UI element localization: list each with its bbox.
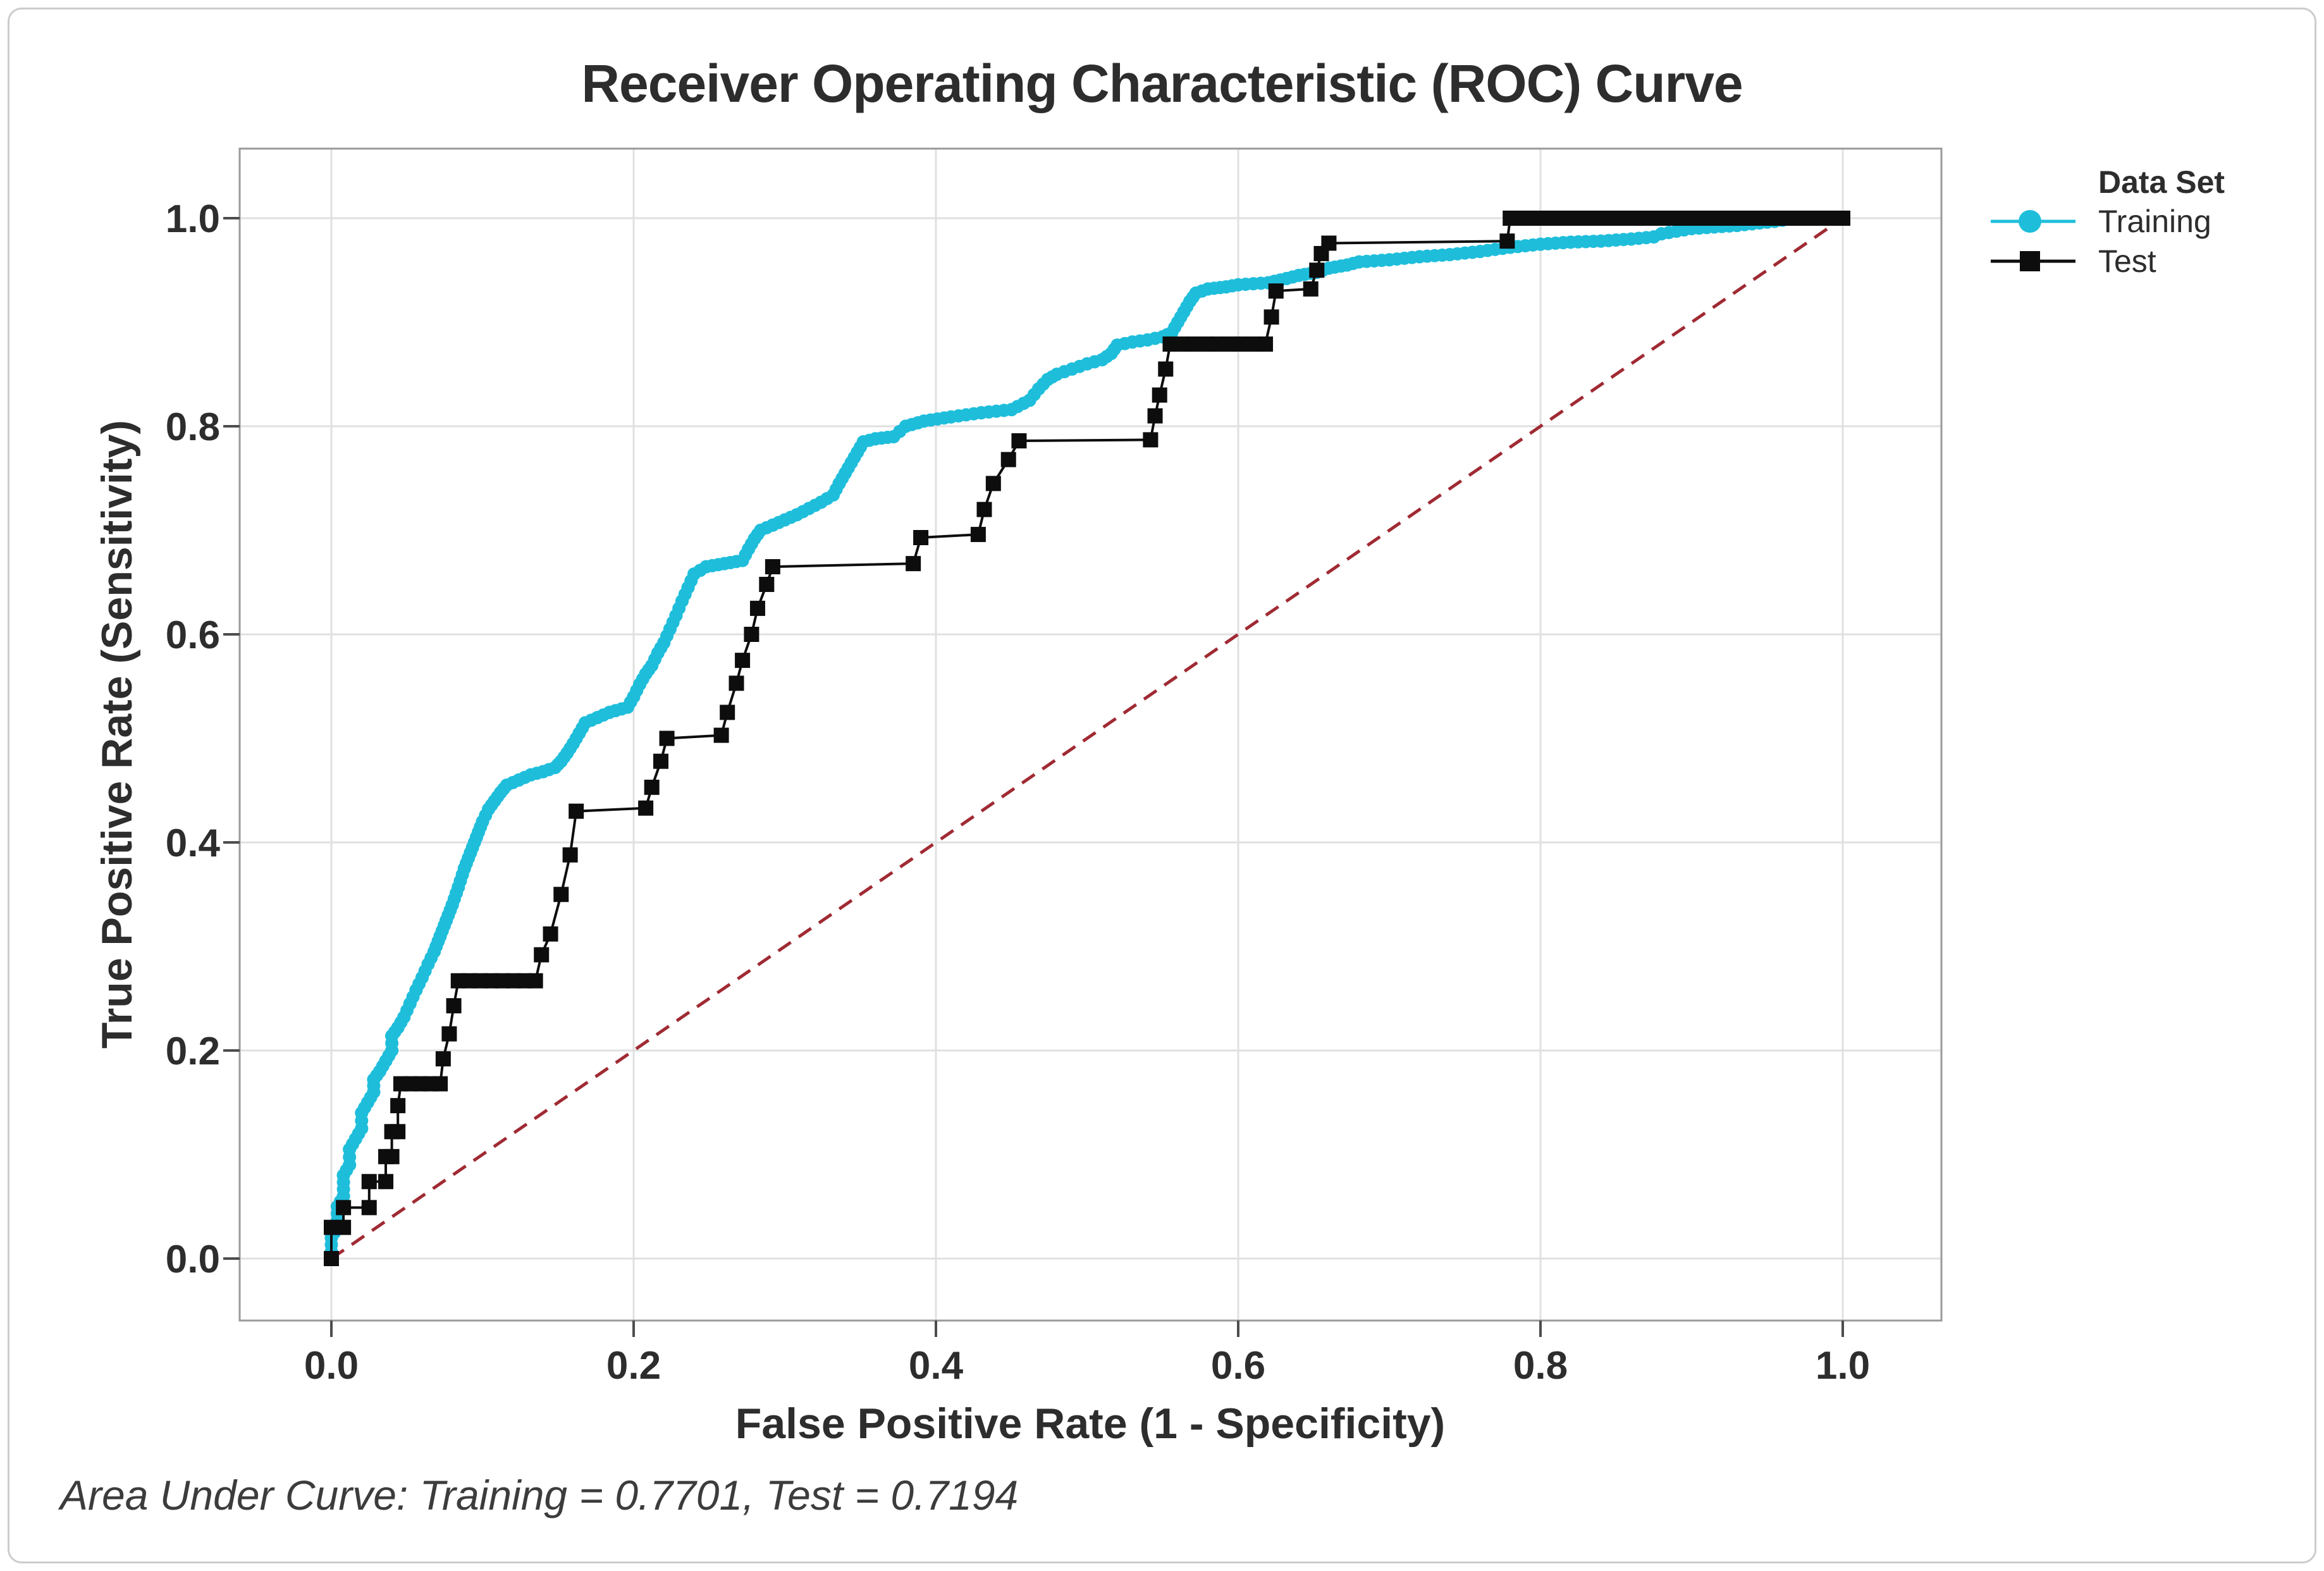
- x-tick-label: 0.8: [1513, 1344, 1568, 1388]
- chart-title: Receiver Operating Characteristic (ROC) …: [581, 54, 1743, 113]
- x-tick-label: 0.4: [909, 1344, 964, 1388]
- y-axis-title: True Positive Rate (Sensitivity): [93, 420, 141, 1049]
- test-square-marker-icon: [1991, 250, 2075, 271]
- y-tick-label: 0.2: [166, 1030, 220, 1073]
- plot-frame: [238, 147, 1943, 1322]
- y-tick-label: 0.4: [166, 822, 221, 865]
- y-tick-label: 0.6: [166, 613, 220, 657]
- y-tick-label: 0.8: [166, 405, 220, 449]
- legend-label: Training: [2098, 203, 2211, 239]
- x-axis-title: False Positive Rate (1 - Specificity): [735, 1400, 1446, 1448]
- legend-item-test: Test: [1991, 241, 2307, 281]
- legend-label: Test: [2098, 243, 2156, 279]
- x-tick-label: 0.2: [606, 1344, 661, 1388]
- auc-footnote: Area Under Curve: Training = 0.7701, Tes…: [60, 1472, 1019, 1519]
- training-curve: [324, 211, 1850, 1266]
- legend-title: Data Set: [2098, 164, 2225, 200]
- legend-item-training: Training: [1991, 201, 2307, 241]
- y-tick-label: 0.0: [166, 1238, 220, 1281]
- x-tick-label: 0.0: [304, 1344, 359, 1388]
- training-circle-marker-icon: [1991, 209, 2075, 233]
- gridlines: [240, 149, 1941, 1321]
- test-curve: [324, 211, 1850, 1266]
- x-tick-label: 1.0: [1816, 1344, 1870, 1388]
- axis-tick-labels: 0.0 0.2 0.4 0.6 0.8 1.0 0.0 0.2 0.4 0.6 0.8 1.0: [166, 197, 1870, 1388]
- y-tick-label: 1.0: [166, 197, 220, 241]
- x-tick-label: 0.6: [1211, 1344, 1265, 1388]
- legend: Data Set Training Test: [1991, 163, 2307, 281]
- chance-diagonal-line: [330, 216, 1844, 1260]
- axis-ticks: [223, 217, 1844, 1337]
- figure-border: [8, 8, 2316, 1563]
- legend-items: Training Test: [1991, 201, 2307, 281]
